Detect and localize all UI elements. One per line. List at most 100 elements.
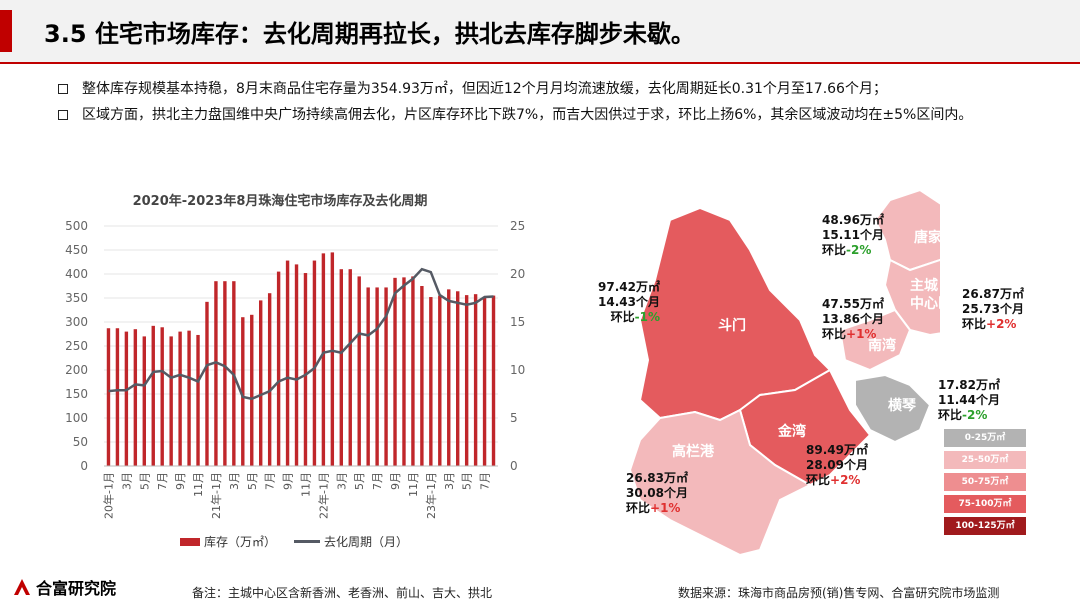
y-right-tick-label: 5 <box>510 411 518 425</box>
bar <box>411 276 415 466</box>
y-right-tick-label: 0 <box>510 459 518 473</box>
callout-mom-value: +1% <box>846 327 877 341</box>
logo-text: 合富研究院 <box>36 579 117 598</box>
map-legend-item: 100-125万㎡ <box>944 517 1026 535</box>
bar <box>187 330 191 466</box>
bar <box>276 271 281 466</box>
y-left-tick-label: 100 <box>65 411 88 425</box>
y-left-tick-label: 350 <box>65 291 88 305</box>
legend-bar-swatch <box>180 537 200 546</box>
callout-mom-value: -2% <box>962 408 988 422</box>
x-tick-label: 11月 <box>407 472 420 497</box>
callout-stock: 17.82万㎡ <box>938 378 1000 392</box>
bar <box>178 331 182 466</box>
x-tick-label: 3月 <box>120 472 133 490</box>
x-tick-label: 7月 <box>371 472 384 490</box>
district-nanwan <box>838 308 912 372</box>
callout-cycle: 15.11个月 <box>822 228 884 242</box>
bar <box>420 286 424 466</box>
x-tick-label: 5月 <box>138 472 151 490</box>
square-bullet-icon <box>58 84 68 94</box>
district-label-doumen: 斗门 <box>718 317 746 334</box>
bullet-text: 整体库存规模基本持稳，8月末商品住宅存量为354.93万㎡，但因近12个月月均流… <box>82 81 887 97</box>
x-tick-label: 11月 <box>299 472 312 497</box>
district-gaolangang <box>628 408 813 557</box>
x-tick-label: 23年-1月 <box>424 472 438 519</box>
y-left-tick-label: 200 <box>65 363 88 377</box>
x-tick-label: 22年-1月 <box>316 472 330 519</box>
bullet-item: 区域方面，拱北主力盘国维中央广场持续高佣去化，片区库存环比下跌7%，而吉大因供过… <box>58 102 1048 128</box>
inventory-chart: 0 50 100 150 200 250 300 350 400 450 500 0 5 10 15 20 25… <box>65 219 525 519</box>
district-map: 斗门 金湾 高栏港 唐家 主城中心区 南湾 横琴 <box>628 188 940 557</box>
callout-mom-prefix: 环比 <box>822 243 847 257</box>
district-hengqin <box>854 373 932 444</box>
bar <box>393 277 397 466</box>
callout-mom-prefix: 环比 <box>938 408 963 422</box>
y-left-tick-label: 0 <box>80 459 88 473</box>
callout-mom: 环比+1% <box>626 501 688 516</box>
x-tick-label: 3月 <box>228 472 241 490</box>
bar <box>357 276 361 466</box>
x-tick-label: 7月 <box>264 472 277 490</box>
bar <box>429 297 433 466</box>
callout-nanwan: 47.55万㎡ 13.86个月 环比+1% <box>822 297 884 342</box>
bar <box>384 287 388 466</box>
callout-stock: 48.96万㎡ <box>822 213 884 227</box>
y-left-tick-label: 300 <box>65 315 88 329</box>
legend-item-stock: 库存（万㎡） <box>180 533 276 550</box>
x-tick-label: 5月 <box>461 472 474 490</box>
y-right-tick-label: 25 <box>510 219 525 233</box>
x-tick-label: 5月 <box>246 472 259 490</box>
chart-title: 2020年-2023年8月珠海住宅市场库存及去化周期 <box>132 194 428 209</box>
y-left-tick-label: 500 <box>65 219 88 233</box>
y-left-tick-label: 50 <box>73 435 88 449</box>
bar <box>330 252 335 466</box>
callout-mom-value: +2% <box>830 473 861 487</box>
bar <box>375 287 379 466</box>
x-tick-label: 3月 <box>443 472 456 490</box>
chart-legend: 库存（万㎡） 去化周期（月） <box>180 533 408 550</box>
legend-item-cycle: 去化周期（月） <box>294 533 408 550</box>
map-legend-item: 25-50万㎡ <box>944 451 1026 469</box>
callout-cycle: 28.09个月 <box>806 458 868 472</box>
callout-stock: 26.83万㎡ <box>626 471 688 485</box>
district-label-nanwan: 南湾 <box>868 337 896 354</box>
bar <box>169 336 173 466</box>
callout-mom-prefix: 环比 <box>610 310 635 324</box>
y-left-tick-label: 400 <box>65 267 88 281</box>
callout-cycle: 13.86个月 <box>822 312 884 326</box>
x-tick-label: 11月 <box>192 472 205 497</box>
bar <box>205 301 209 466</box>
bar <box>464 295 469 466</box>
bar <box>294 264 299 466</box>
bar <box>456 291 460 466</box>
callout-mom-prefix: 环比 <box>806 473 831 487</box>
bullet-text: 区域方面，拱北主力盘国维中央广场持续高佣去化，片区库存环比下跌7%，而吉大因供过… <box>82 107 973 123</box>
footer-source: 数据来源：珠海市商品房预(销)售专网、合富研究院市场监测 <box>678 586 1000 600</box>
cycle-line <box>108 267 494 401</box>
y-left-tick-label: 250 <box>65 339 88 353</box>
footer-note: 备注：主城中心区含新香洲、老香洲、前山、吉大、拱北 <box>192 586 493 600</box>
bar <box>312 260 317 466</box>
bar <box>133 329 138 466</box>
bullet-item: 整体库存规模基本持稳，8月末商品住宅存量为354.93万㎡，但因近12个月月均流… <box>58 76 1048 102</box>
bar <box>285 260 290 466</box>
bar <box>482 298 487 466</box>
x-tick-label: 9月 <box>282 472 295 490</box>
callout-mom-prefix: 环比 <box>962 317 987 331</box>
bar <box>447 289 451 466</box>
logo-icon <box>14 579 30 595</box>
bar <box>250 314 254 466</box>
callout-tangjia: 48.96万㎡ 15.11个月 环比-2% <box>822 213 884 258</box>
x-tick-label: 9月 <box>389 472 402 490</box>
x-tick-label: 7月 <box>156 472 169 490</box>
y-left-tick-label: 150 <box>65 387 88 401</box>
callout-mom: 环比-2% <box>938 408 1000 423</box>
callout-zhucheng: 26.87万㎡ 25.73个月 环比+2% <box>962 287 1024 332</box>
bar <box>473 294 478 466</box>
header-rule <box>0 62 1080 64</box>
callout-mom: 环比-2% <box>822 243 884 258</box>
bar <box>491 295 496 466</box>
callout-stock: 89.49万㎡ <box>806 443 868 457</box>
bar <box>321 253 326 466</box>
